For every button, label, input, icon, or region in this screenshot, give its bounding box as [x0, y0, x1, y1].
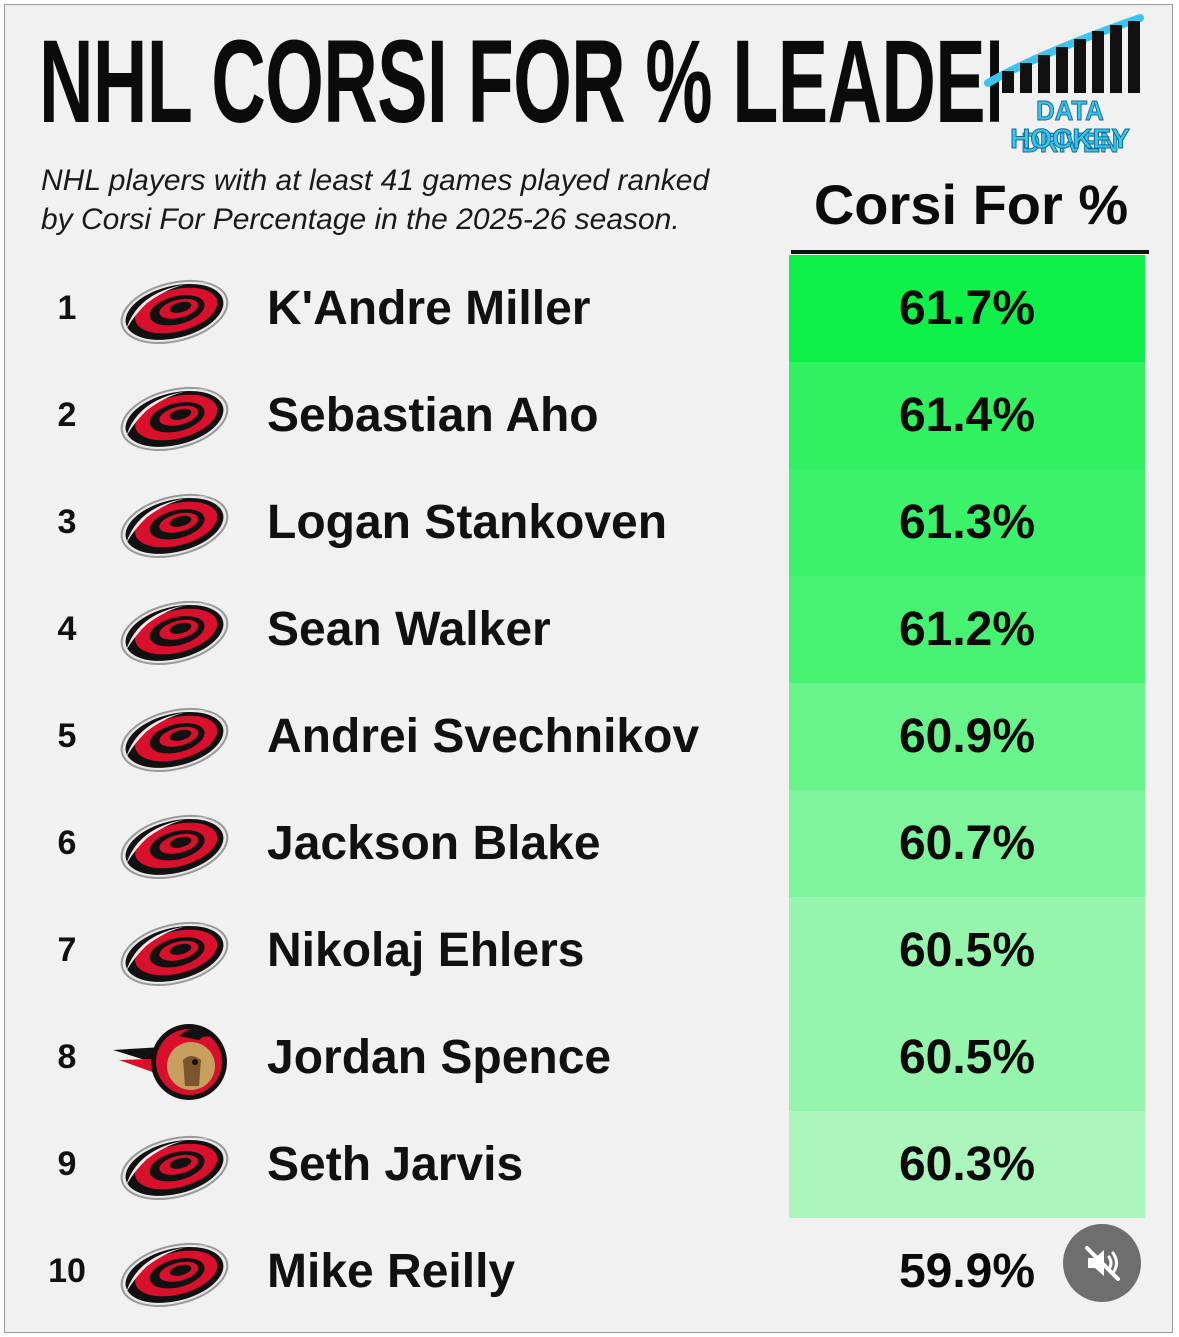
- rank-label: 2: [57, 396, 77, 434]
- team-logo: [109, 802, 239, 888]
- player-name: Jackson Blake: [267, 817, 601, 870]
- corsi-value-label: 60.3%: [898, 1138, 1036, 1191]
- brand-line-1: DATA DRIVEN: [1021, 95, 1119, 159]
- subtitle-line-1: NHL players with at least 41 games playe…: [41, 164, 710, 197]
- brand-line-2: HOCKEY: [1010, 123, 1131, 155]
- rank-label: 4: [57, 610, 77, 648]
- team-logo: [109, 909, 239, 995]
- infographic-frame: NHL CORSI FOR % LEADERS DATA DRIVEN HOCK…: [4, 4, 1173, 1333]
- table-row: 5 Andrei Svechnikov 60.9%: [5, 683, 1172, 790]
- value-cell-fill: [789, 469, 1145, 576]
- hurricanes-logo-icon: [120, 493, 229, 558]
- player-name: Sean Walker: [267, 603, 551, 656]
- mute-button[interactable]: [1063, 1224, 1141, 1302]
- rank-label: 6: [57, 824, 77, 862]
- senators-logo-icon: [113, 1024, 227, 1100]
- table-row: 3 Logan Stankoven 61.3%: [5, 469, 1172, 576]
- rank-label: 9: [57, 1145, 77, 1183]
- subtitle: NHL players with at least 41 games playe…: [41, 161, 801, 239]
- player-name: Nikolaj Ehlers: [267, 924, 585, 977]
- corsi-value-label: 61.2%: [898, 603, 1036, 656]
- team-logo: [109, 1016, 239, 1102]
- team-logo: [109, 588, 239, 674]
- subtitle-line-2: by Corsi For Percentage in the 2025-26 s…: [41, 203, 680, 236]
- team-logo: [109, 1230, 239, 1316]
- title-text: NHL CORSI FOR % LEADERS: [39, 27, 999, 137]
- table-row: 4 Sean Walker 61.2%: [5, 576, 1172, 683]
- hurricanes-logo-icon: [120, 279, 229, 344]
- hurricanes-logo-icon: [120, 814, 229, 879]
- corsi-value-label: 60.9%: [898, 710, 1036, 763]
- rank-label: 5: [57, 717, 77, 755]
- hurricanes-logo-icon: [120, 921, 229, 986]
- header-underline: [791, 250, 1149, 254]
- table-row: 2 Sebastian Aho 61.4%: [5, 362, 1172, 469]
- player-name: Jordan Spence: [267, 1031, 612, 1084]
- rank-label: 1: [57, 289, 77, 327]
- value-cell-fill: [789, 683, 1145, 790]
- hurricanes-logo-icon: [120, 386, 229, 451]
- corsi-value-label: 61.3%: [898, 496, 1036, 549]
- value-cell-fill: [789, 255, 1145, 362]
- value-cell-fill: [789, 362, 1145, 469]
- value-cell-fill: [789, 897, 1145, 1004]
- rank-label: 8: [57, 1038, 77, 1076]
- value-cell-fill: [789, 1004, 1145, 1111]
- rank-label: 10: [48, 1252, 86, 1290]
- value-cell-fill: [789, 1111, 1145, 1218]
- bar-chart-logo-icon: [984, 14, 1144, 93]
- corsi-value-label: 60.5%: [898, 1031, 1036, 1084]
- team-logo: [109, 481, 239, 567]
- player-name: Seth Jarvis: [267, 1138, 524, 1191]
- corsi-value-label: 60.5%: [898, 924, 1036, 977]
- table-row: 7 Nikolaj Ehlers 60.5%: [5, 897, 1172, 1004]
- hurricanes-logo-icon: [120, 1135, 229, 1200]
- hurricanes-logo-icon: [120, 600, 229, 665]
- table-row: 6 Jackson Blake 60.7%: [5, 790, 1172, 897]
- table-row: 1 K'Andre Miller 61.7%: [5, 255, 1172, 362]
- player-name: Andrei Svechnikov: [267, 710, 700, 763]
- data-driven-hockey-logo: DATA DRIVEN HOCKEY: [980, 13, 1160, 159]
- player-name: Logan Stankoven: [267, 496, 668, 549]
- team-logo: [109, 374, 239, 460]
- corsi-value-label: 61.7%: [898, 282, 1036, 335]
- corsi-value-label: 61.4%: [898, 389, 1036, 442]
- player-name: K'Andre Miller: [267, 282, 591, 335]
- table-row: 9 Seth Jarvis 60.3%: [5, 1111, 1172, 1218]
- corsi-value-label: 59.9%: [898, 1245, 1036, 1298]
- column-header: Corsi For %: [813, 173, 1129, 236]
- table-row: 10 Mike Reilly 59.9%: [5, 1218, 1172, 1325]
- player-name: Sebastian Aho: [267, 389, 599, 442]
- hurricanes-logo-icon: [120, 1242, 229, 1307]
- page-title: NHL CORSI FOR % LEADERS: [39, 27, 999, 137]
- rank-label: 7: [57, 931, 77, 969]
- team-logo: [109, 267, 239, 353]
- team-logo: [109, 1123, 239, 1209]
- value-cell-fill: [789, 576, 1145, 683]
- team-logo: [109, 695, 239, 781]
- table-row: 8 Jordan Spence 60.5%: [5, 1004, 1172, 1111]
- hurricanes-logo-icon: [120, 707, 229, 772]
- corsi-value-label: 60.7%: [898, 817, 1036, 870]
- rank-label: 3: [57, 503, 77, 541]
- player-name: Mike Reilly: [267, 1245, 516, 1298]
- value-cell-fill: [789, 790, 1145, 897]
- mute-speaker-icon: [1085, 1246, 1120, 1281]
